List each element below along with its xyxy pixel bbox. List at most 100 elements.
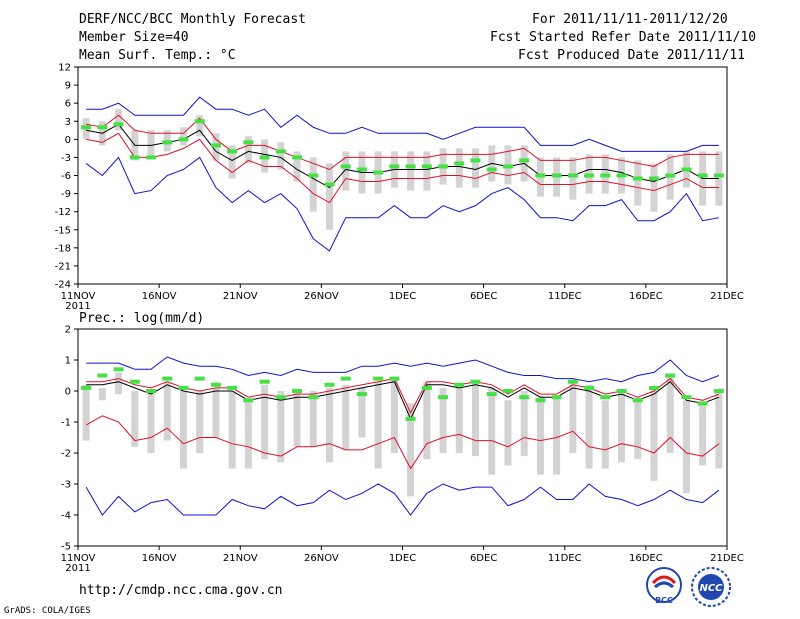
obs-marker xyxy=(665,373,676,378)
obs-marker xyxy=(178,385,189,390)
ensemble-box xyxy=(196,391,204,453)
series-median-line xyxy=(86,381,720,421)
obs-marker xyxy=(470,379,481,384)
obs-marker xyxy=(356,167,367,172)
ensemble-box xyxy=(472,381,480,457)
ensemble-box xyxy=(342,151,350,191)
started-date: Fcst Started Refer Date 2011/11/10 xyxy=(490,30,757,45)
bcc-logo-text: BCC xyxy=(655,596,673,605)
plot-frame xyxy=(77,328,728,547)
ensemble-box xyxy=(423,151,431,191)
footer-url[interactable]: http://cmdp.ncc.cma.gov.cn xyxy=(79,583,283,598)
obs-marker xyxy=(584,173,595,178)
obs-marker xyxy=(129,379,140,384)
obs-marker xyxy=(681,395,692,400)
obs-marker xyxy=(81,385,92,390)
y-tick-label: 9 xyxy=(65,81,71,92)
ensemble-box xyxy=(82,384,90,441)
variable-label: Mean Surf. Temp.: °C xyxy=(79,48,236,63)
obs-marker xyxy=(146,389,157,393)
x-tick-label: 6DEC xyxy=(470,553,497,564)
ensemble-box xyxy=(277,391,285,463)
ensemble-box xyxy=(601,400,609,469)
ensemble-box xyxy=(244,400,252,469)
y-tick-label: 3 xyxy=(65,117,71,128)
ensemble-box xyxy=(699,403,707,466)
obs-marker xyxy=(486,167,497,172)
ensemble-box xyxy=(179,391,187,469)
ensemble-box xyxy=(650,387,658,481)
x-year-label: 2011 xyxy=(65,563,90,574)
ensemble-box xyxy=(374,381,382,469)
y-tick-label: 0 xyxy=(65,135,71,146)
ensemble-box xyxy=(618,391,626,463)
x-tick-label: 16NOV xyxy=(142,553,177,564)
x-tick-label: 21NOV xyxy=(223,291,258,302)
y-tick-label: -5 xyxy=(61,542,71,553)
y-tick-label: 1 xyxy=(65,356,71,367)
obs-marker xyxy=(373,170,384,175)
member-size: Member Size=40 xyxy=(79,30,189,45)
ensemble-box xyxy=(131,391,139,447)
y-tick-label: -2 xyxy=(61,449,71,460)
ensemble-box xyxy=(342,384,350,450)
ensemble-box xyxy=(228,391,236,469)
obs-marker xyxy=(340,164,351,169)
ensemble-box xyxy=(553,397,561,475)
obs-marker xyxy=(454,161,465,166)
series-median-line xyxy=(86,123,719,189)
obs-marker xyxy=(227,385,238,390)
y-tick-label: -18 xyxy=(55,243,71,254)
obs-marker xyxy=(178,137,189,142)
obs-marker xyxy=(389,376,400,381)
y-tick-label: -15 xyxy=(55,225,71,236)
series-lower-line xyxy=(86,132,719,204)
obs-marker xyxy=(243,140,254,145)
series-upper-line xyxy=(86,114,719,171)
obs-marker xyxy=(519,158,530,163)
ensemble-box xyxy=(261,384,269,460)
obs-marker xyxy=(194,119,205,124)
obs-marker xyxy=(421,164,432,169)
obs-marker xyxy=(681,167,692,172)
obs-marker xyxy=(519,395,530,400)
obs-marker xyxy=(227,149,238,154)
y-tick-label: -24 xyxy=(55,280,71,291)
ensemble-box xyxy=(682,400,690,494)
obs-marker xyxy=(551,173,562,178)
ensemble-box xyxy=(455,148,463,188)
x-tick-label: 11NOV xyxy=(61,553,96,564)
ensemble-box xyxy=(634,397,642,460)
obs-marker xyxy=(421,385,432,390)
ensemble-box xyxy=(439,387,447,453)
ensemble-box xyxy=(520,391,528,457)
obs-marker xyxy=(535,173,546,178)
obs-marker xyxy=(308,173,319,178)
obs-marker xyxy=(324,382,335,387)
ncc-logo: NCC xyxy=(690,566,732,608)
obs-marker xyxy=(259,155,270,160)
x-tick-label: 16DEC xyxy=(629,291,663,302)
obs-marker xyxy=(259,379,270,384)
obs-marker xyxy=(292,155,303,160)
ensemble-box xyxy=(472,148,480,188)
ensemble-box xyxy=(407,403,415,497)
x-tick-label: 11DEC xyxy=(548,291,582,302)
ensemble-box xyxy=(293,391,301,447)
obs-marker xyxy=(502,164,513,169)
y-tick-label: 12 xyxy=(58,63,71,74)
x-tick-label: 11NOV xyxy=(61,291,96,302)
obs-marker xyxy=(243,398,254,403)
y-tick-label: 0 xyxy=(65,387,71,398)
obs-marker xyxy=(162,140,173,145)
x-tick-label: 16NOV xyxy=(142,291,177,302)
bcc-logo: BCC xyxy=(643,567,685,607)
obs-marker xyxy=(648,385,659,390)
ensemble-box xyxy=(634,160,642,206)
obs-marker xyxy=(97,125,108,130)
obs-marker xyxy=(616,389,627,393)
ncc-logo-icon: NCC xyxy=(691,567,731,607)
obs-marker xyxy=(113,122,124,127)
x-tick-label: 1DEC xyxy=(389,553,416,564)
